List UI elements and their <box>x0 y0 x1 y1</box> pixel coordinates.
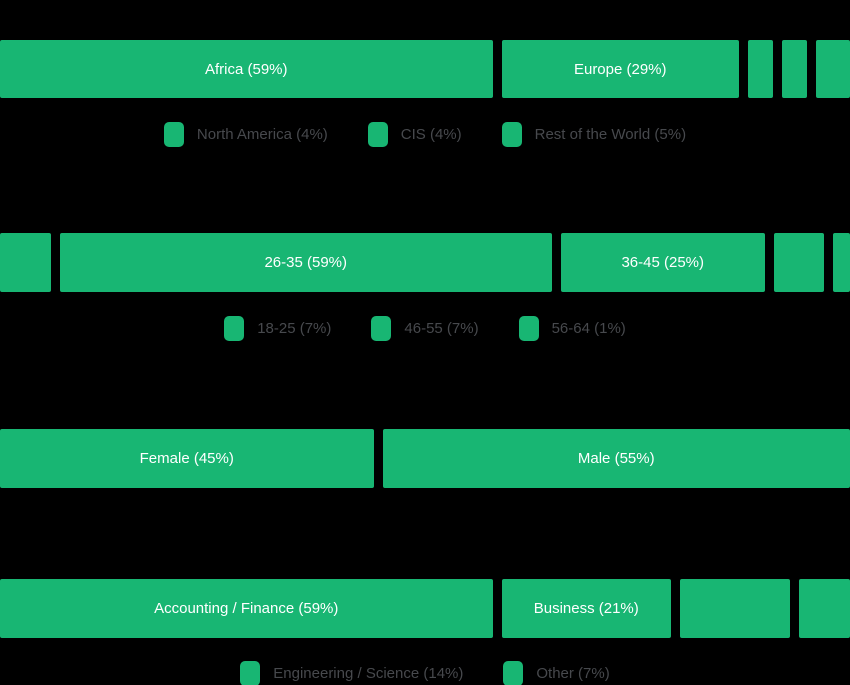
bar-segment-36-45: 36-45 (25%) <box>561 233 765 292</box>
bar-segment-business: Business (21%) <box>501 579 671 638</box>
bar-segment-north-america <box>748 40 773 98</box>
bar-row-age: 26-35 (59%) 36-45 (25%) <box>0 233 850 292</box>
legend-label: 46-55 (7%) <box>404 319 479 337</box>
bar-segment-accounting-finance: Accounting / Finance (59%) <box>0 579 493 638</box>
legend-label: North America (4%) <box>196 125 328 143</box>
legend-item-46-55-7: 46-55 (7%) <box>371 315 479 341</box>
legend-region: North America (4%) CIS (4%) Rest of the Wo… <box>0 121 850 147</box>
legend-item-engineering-science-14: Engineering / Science (14%) <box>240 660 464 685</box>
bar-segment-female: Female (45%) <box>0 429 374 488</box>
legend-swatch-icon <box>371 315 392 341</box>
bar-segment-56-64 <box>833 233 850 292</box>
legend-swatch-icon <box>518 315 539 341</box>
legend-label: Other (7%) <box>536 664 610 682</box>
legend-age: 18-25 (7%) 46-55 (7%) 56-64 (1%) <box>0 315 850 341</box>
legend-label: 18-25 (7%) <box>257 319 332 337</box>
legend-swatch-icon <box>224 315 245 341</box>
bar-segment-europe: Europe (29%) <box>501 40 739 98</box>
legend-label: Rest of the World (5%) <box>534 125 687 143</box>
legend-item-cis-4: CIS (4%) <box>367 121 462 147</box>
bar-row-region: Africa (59%) Europe (29%) <box>0 40 850 98</box>
bar-segment-male: Male (55%) <box>382 429 850 488</box>
legend-swatch-icon <box>501 121 522 147</box>
bar-row-field: Accounting / Finance (59%) Business (21%) <box>0 579 850 638</box>
legend-item-other-7: Other (7%) <box>503 660 610 685</box>
bar-segment-engineering-science <box>680 579 790 638</box>
legend-swatch-icon <box>163 121 184 147</box>
legend-swatch-icon <box>240 660 261 685</box>
bar-segment-rest-of-the-world <box>816 40 850 98</box>
legend-item-north-america-4: North America (4%) <box>163 121 328 147</box>
bar-segment-cis <box>782 40 807 98</box>
bar-segment-africa: Africa (59%) <box>0 40 493 98</box>
bar-segment-other <box>799 579 850 638</box>
legend-label: CIS (4%) <box>400 125 462 143</box>
legend-label: 56-64 (1%) <box>551 319 626 337</box>
bar-segment-46-55 <box>773 233 824 292</box>
legend-item-18-25-7: 18-25 (7%) <box>224 315 332 341</box>
bar-segment-18-25 <box>0 233 51 292</box>
legend-label: Engineering / Science (14%) <box>273 664 464 682</box>
bar-row-gender: Female (45%) Male (55%) <box>0 429 850 488</box>
legend-item-56-64-1: 56-64 (1%) <box>518 315 626 341</box>
legend-item-rest-of-the-world-5: Rest of the World (5%) <box>501 121 687 147</box>
legend-swatch-icon <box>503 660 524 685</box>
legend-field: Engineering / Science (14%) Other (7%) <box>0 660 850 685</box>
bar-segment-26-35: 26-35 (59%) <box>59 233 552 292</box>
legend-swatch-icon <box>367 121 388 147</box>
